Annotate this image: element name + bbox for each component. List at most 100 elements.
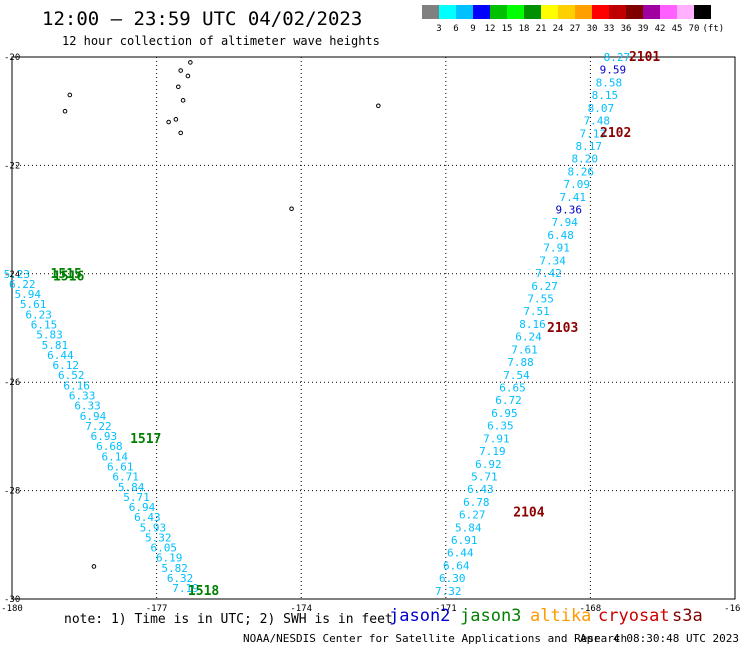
wave-height-obs: 5.82	[161, 562, 188, 575]
island-outline	[67, 92, 73, 98]
wave-height-obs: 9.59	[600, 64, 627, 77]
pass-label: 1517	[130, 432, 161, 447]
legend-swatch	[456, 5, 473, 19]
wave-height-obs: 6.68	[96, 440, 123, 453]
legend-label: 30	[586, 24, 598, 34]
satellite-label-jason2: jason2	[389, 606, 451, 626]
pass-label: 1516	[53, 270, 84, 285]
wave-height-obs: 5.83	[36, 329, 63, 342]
wave-height-obs: 8.58	[596, 76, 623, 89]
legend-label: 15	[501, 24, 513, 34]
wave-height-obs: 7.41	[559, 191, 586, 204]
wave-height-obs: 5.84	[455, 521, 482, 534]
legend-swatch	[643, 5, 660, 19]
pass-label: 1518	[188, 584, 219, 599]
legend-swatch	[541, 5, 558, 19]
legend-label: 33	[603, 24, 615, 34]
chart-title: 12:00 — 23:59 UTC 04/02/2023	[42, 8, 363, 30]
wave-height-obs: 5.71	[123, 491, 150, 504]
pass-label: 2102	[600, 126, 631, 141]
wave-height-obs: 7.13	[580, 127, 607, 140]
legend-label: 21	[535, 24, 547, 34]
legend-swatch	[422, 5, 439, 19]
wave-height-obs: 7.09	[563, 178, 590, 191]
legend-swatch	[439, 5, 456, 19]
wave-height-obs: 6.24	[515, 331, 542, 344]
wave-height-obs: 6.93	[91, 430, 118, 443]
wave-height-obs: 7.51	[523, 305, 550, 318]
credit-text: NOAA/NESDIS Center for Satellite Applica…	[243, 632, 628, 645]
chart-subtitle: 12 hour collection of altimeter wave hei…	[62, 34, 380, 48]
lon-tick-label: -168	[580, 604, 602, 614]
legend-swatch	[694, 5, 711, 19]
wave-height-obs: 6.52	[58, 369, 85, 382]
legend-label: 42	[654, 24, 666, 34]
legend-label: 39	[637, 24, 649, 34]
wave-height-obs: 7.91	[543, 242, 570, 255]
legend-swatch	[558, 5, 575, 19]
legend-swatch	[592, 5, 609, 19]
wave-height-obs: 6.23	[25, 308, 52, 321]
lon-tick-label: -174	[290, 604, 312, 614]
wave-height-obs: 6.43	[467, 483, 494, 496]
lon-tick-label: -165	[724, 604, 740, 614]
legend-label: 3	[436, 24, 442, 34]
legend-swatch	[473, 5, 490, 19]
lat-tick-label: -26	[4, 378, 20, 388]
island-outline	[185, 73, 191, 79]
legend-swatch	[524, 5, 541, 19]
wave-height-obs: 8.27	[604, 51, 631, 64]
island-outline	[376, 103, 381, 109]
wave-height-obs: 6.43	[134, 511, 161, 524]
wave-height-obs: 8.15	[592, 89, 619, 102]
legend-label: 24	[552, 24, 564, 34]
legend-label: 70	[688, 24, 700, 34]
lat-tick-label: -30	[4, 595, 20, 605]
wave-height-obs: 6.14	[102, 450, 129, 463]
lat-tick-label: -24	[4, 270, 20, 280]
wave-height-obs: 6.32	[167, 572, 194, 585]
wave-height-obs: 5.93	[140, 521, 167, 534]
island-outline	[166, 119, 171, 125]
satellite-label-s3a: s3a	[672, 606, 703, 626]
island-outline	[180, 98, 186, 103]
legend-label: 45	[671, 24, 683, 34]
island-outline	[91, 564, 97, 569]
island-outline	[62, 108, 68, 114]
wave-height-obs: 6.94	[129, 501, 156, 514]
wave-height-obs: 6.91	[451, 534, 478, 547]
wave-height-obs: 6.44	[47, 349, 74, 362]
map-frame	[11, 56, 736, 600]
legend-swatch	[660, 5, 677, 19]
wave-height-obs: 6.72	[495, 394, 522, 407]
island-outline	[188, 60, 193, 65]
wave-height-obs: 6.71	[112, 471, 139, 484]
lat-tick-label: -22	[4, 161, 20, 171]
wave-height-obs: 6.94	[80, 410, 107, 423]
wave-height-obs: 5.81	[42, 339, 69, 352]
legend-label: 6	[453, 24, 459, 34]
pass-label: 2103	[547, 321, 578, 336]
lon-tick-label: -171	[435, 604, 457, 614]
legend-label: 18	[518, 24, 530, 34]
legend-swatch	[507, 5, 524, 19]
wave-height-obs: 6.64	[443, 559, 470, 572]
legend-label: 9	[470, 24, 476, 34]
wave-height-obs: 6.44	[447, 547, 474, 560]
pass-label: 2104	[513, 505, 544, 520]
wave-height-obs: 6.30	[439, 572, 466, 585]
pass-label: 1515	[51, 267, 82, 282]
wave-height-obs: 7.22	[85, 420, 112, 433]
wave-height-obs: 7.32	[435, 585, 462, 598]
satellite-label-cryosat: cryosat	[598, 606, 670, 626]
wave-height-obs: 7.34	[539, 254, 566, 267]
legend-swatch	[677, 5, 694, 19]
island-outline	[289, 206, 294, 212]
satellite-label-altika: altika	[530, 606, 592, 626]
wave-height-obs: 7.48	[584, 115, 611, 128]
wave-height-obs: 6.27	[459, 509, 486, 522]
lon-tick-label: -180	[1, 604, 23, 614]
wave-height-obs: 6.95	[491, 407, 518, 420]
island-outline	[178, 68, 183, 73]
wave-height-obs: 6.22	[9, 278, 36, 291]
